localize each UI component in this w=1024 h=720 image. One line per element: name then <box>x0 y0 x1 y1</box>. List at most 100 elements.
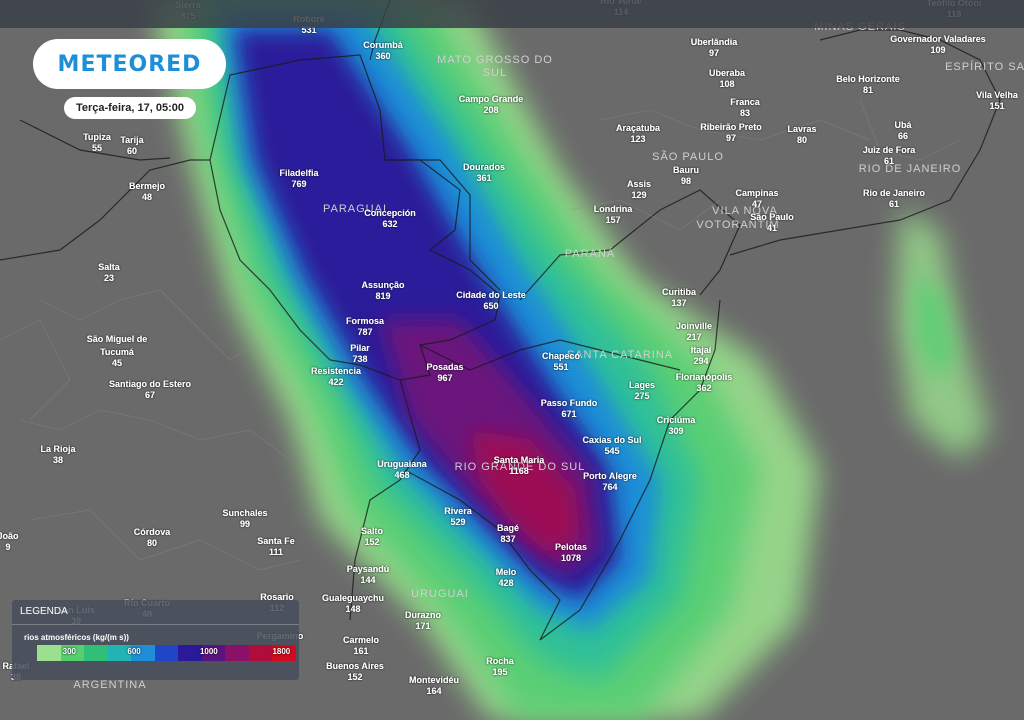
region-label: PARANÁ <box>565 247 615 260</box>
meteored-logo[interactable]: METEORED <box>33 39 226 89</box>
city-name: Sunchales <box>222 508 267 518</box>
city-name: Melo <box>496 567 517 577</box>
city-value: 97 <box>726 133 736 143</box>
city-name: Pilar <box>350 343 370 353</box>
city-marker[interactable]: João9 <box>0 531 19 552</box>
city-value: 671 <box>561 409 576 419</box>
city-value: 83 <box>740 108 750 118</box>
city-name: Uberlândia <box>691 37 739 47</box>
city-value: 80 <box>797 135 807 145</box>
city-value: 137 <box>671 298 686 308</box>
city-value: 108 <box>719 79 734 89</box>
legend-swatch <box>131 645 155 661</box>
city-name: Uberaba <box>709 68 746 78</box>
city-value: 468 <box>394 470 409 480</box>
region-label: VILA NOVA <box>712 205 778 217</box>
city-value: 55 <box>92 143 102 153</box>
legend-swatch <box>248 645 273 661</box>
borders <box>0 0 1001 641</box>
legend-tick-label: 300 <box>62 647 77 656</box>
timestamp-badge: Terça-feira, 17, 05:00 <box>64 97 196 119</box>
city-value: 422 <box>328 377 343 387</box>
city-value: 97 <box>709 48 719 58</box>
city-name: Buenos Aires <box>326 661 384 671</box>
city-name: Florianópolis <box>676 372 733 382</box>
city-value: 67 <box>145 390 155 400</box>
city-name: Posadas <box>426 362 463 372</box>
legend-swatch <box>201 645 226 661</box>
city-value: 529 <box>450 517 465 527</box>
legend-swatch <box>154 645 179 661</box>
city-name: Salta <box>98 262 121 272</box>
city-marker[interactable]: São Miguel de <box>87 334 148 344</box>
legend-tick-label: 1000 <box>199 647 218 656</box>
city-name: Belo Horizonte <box>836 74 900 84</box>
city-value: 151 <box>989 101 1004 111</box>
city-name: La Rioja <box>40 444 76 454</box>
